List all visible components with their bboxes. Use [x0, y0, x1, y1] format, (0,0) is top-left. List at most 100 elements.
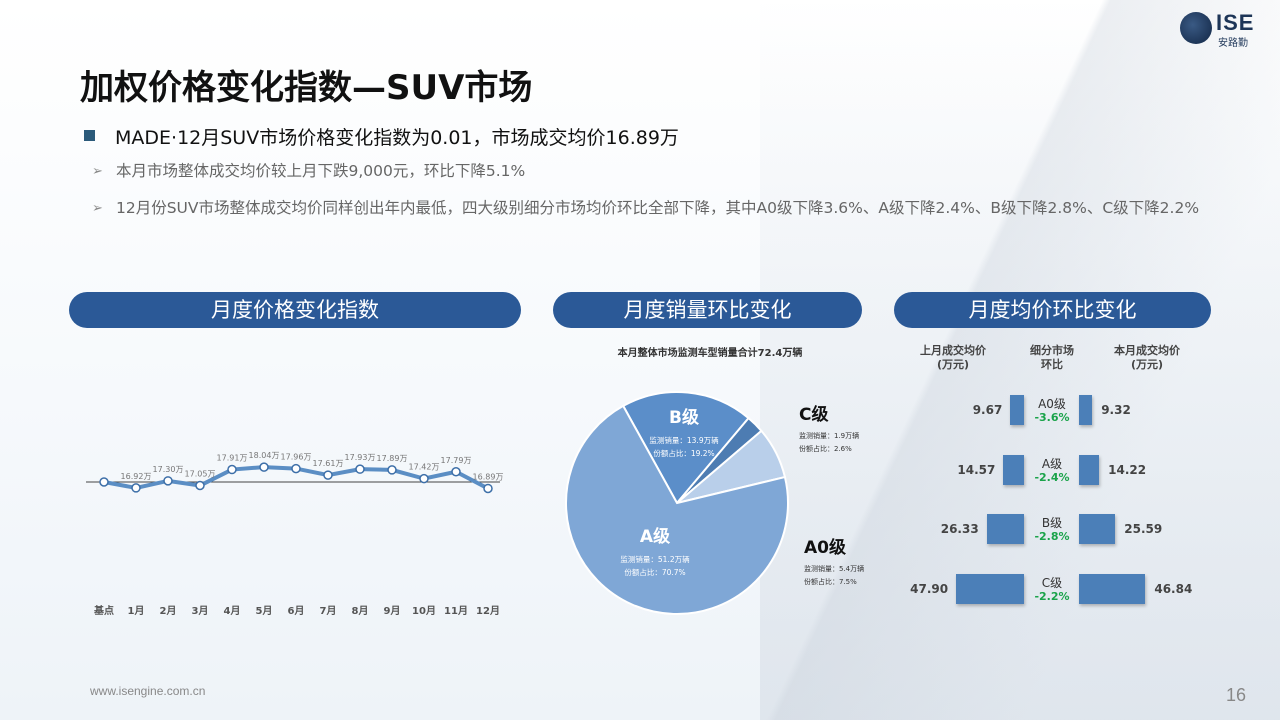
x-tick-label: 1月: [128, 605, 145, 617]
prev-price-value: 47.90: [910, 582, 949, 596]
x-tick-label: 基点: [93, 604, 114, 617]
curr-price-value: 46.84: [1154, 582, 1193, 596]
curr-price-bar: [1079, 455, 1100, 485]
segment-change: -2.4%: [1034, 471, 1070, 484]
curr-price-bar: [1079, 574, 1146, 604]
page-title: 加权价格变化指数—SUV市场: [80, 68, 533, 108]
data-label: 17.30万: [153, 465, 184, 474]
data-label: 16.89万: [473, 472, 504, 481]
segment-change: -2.2%: [1034, 590, 1070, 603]
bullet-arrow-icon: ➢: [92, 164, 103, 179]
price-index-line-chart: 基点 16.92万 1月 17.30万 2月 17.05万 3月 17.91万 4月 18.04万…: [86, 451, 504, 617]
footer-url[interactable]: www.isengine.com.cn: [90, 684, 206, 698]
sales-share-pie-chart: 本月整体市场监测车型销量合计72.4万辆 B级监测销量：13.9万辆份额占比：1…: [565, 346, 864, 615]
avg-price-comparison: 上月成交均价 (万元) 细分市场 环比 本月成交均价 (万元) 9.67 9.32 A0级…: [896, 336, 1212, 626]
data-label: 17.42万: [409, 463, 440, 472]
x-tick-label: 4月: [224, 605, 241, 617]
slice-volume-C: 监测销量：1.9万辆: [799, 431, 859, 440]
data-point: [163, 476, 173, 486]
data-label: 17.96万: [281, 453, 312, 462]
prev-price-bar: [956, 574, 1024, 604]
avg-row: 47.90 46.84 C级 -2.2%: [896, 574, 1212, 614]
pie-slice-A级: [565, 404, 789, 615]
curr-price-bar: [1079, 514, 1116, 544]
curr-price-value: 25.59: [1124, 522, 1163, 536]
segment-change: -3.6%: [1034, 411, 1070, 424]
slice-volume-A: 监测销量：51.2万辆: [620, 554, 690, 564]
slice-share-A0: 份额占比：7.5%: [804, 577, 857, 586]
pie-slice-B级: [621, 391, 750, 505]
data-label: 17.05万: [185, 470, 216, 479]
logo-subtext: 安路勤: [1218, 38, 1248, 49]
data-point: [131, 483, 141, 493]
slice-label-B: B级: [669, 407, 699, 428]
slice-share-A: 份额占比：70.7%: [624, 567, 685, 577]
slice-label-A0: A0级: [804, 537, 846, 558]
prev-price-bar: [1010, 395, 1024, 425]
data-point: [323, 470, 333, 480]
data-point: [227, 464, 237, 475]
x-tick-label: 6月: [288, 605, 305, 617]
header-curr-price: 本月成交均价 (万元): [1114, 344, 1180, 371]
header-prev-price: 上月成交均价 (万元): [920, 344, 986, 371]
x-tick-label: 5月: [256, 605, 273, 617]
x-tick-label: 12月: [476, 605, 500, 617]
company-logo: ISE 安路勤: [1180, 10, 1260, 49]
data-point: [451, 467, 461, 477]
pie-chart-title: 本月整体市场监测车型销量合计72.4万辆: [618, 346, 803, 359]
bullet-1: 本月市场整体成交均价较上月下跌9,000元，环比下降5.1%: [116, 162, 526, 180]
slice-share-C: 份额占比：2.6%: [799, 444, 852, 453]
slice-volume-B: 监测销量：13.9万辆: [649, 435, 719, 445]
x-tick-label: 2月: [160, 605, 177, 617]
x-tick-label: 7月: [320, 605, 337, 617]
segment-label: B级: [1041, 516, 1063, 530]
data-label: 17.61万: [313, 459, 344, 468]
avg-row: 14.57 14.22 A级 -2.4%: [896, 455, 1212, 495]
avg-row: 9.67 9.32 A0级 -3.6%: [896, 395, 1212, 435]
data-point: [259, 462, 269, 472]
data-label: 18.04万: [249, 451, 280, 460]
avg-row: 26.33 25.59 B级 -2.8%: [896, 514, 1212, 554]
segment-label: A级: [1041, 457, 1063, 471]
segment-change: -2.8%: [1034, 530, 1070, 543]
data-label: 17.91万: [217, 454, 248, 463]
slice-share-B: 份额占比：19.2%: [653, 448, 714, 458]
prev-price-value: 9.67: [972, 403, 1003, 417]
page-number: 16: [1226, 685, 1247, 705]
data-label: 17.89万: [377, 454, 408, 463]
x-tick-label: 8月: [352, 605, 369, 617]
section-price-index: 月度价格变化指数: [69, 292, 521, 328]
data-point: [355, 464, 365, 474]
data-point: [419, 473, 429, 484]
section-sales-mom: 月度销量环比变化: [553, 292, 862, 328]
segment-label: A0级: [1038, 397, 1066, 411]
bullet-2: 12月份SUV市场整体成交均价同样创出年内最低，四大级别细分市场均价环比全部下降…: [116, 199, 1200, 217]
data-point: [99, 477, 109, 487]
data-label: 17.79万: [441, 456, 472, 465]
segment-label: C级: [1041, 576, 1063, 590]
headline: MADE·12月SUV市场价格变化指数为0.01，市场成交均价16.89万: [115, 127, 679, 149]
header-segment-mom: 细分市场 环比: [1030, 344, 1074, 371]
curr-price-bar: [1079, 395, 1093, 425]
data-point: [483, 483, 493, 494]
data-label: 17.93万: [345, 453, 376, 462]
data-point: [195, 480, 205, 491]
curr-price-value: 9.32: [1101, 403, 1131, 417]
data-label: 16.92万: [121, 472, 152, 481]
headline-square-icon: [84, 130, 95, 141]
slice-volume-A0: 监测销量：5.4万辆: [804, 564, 864, 573]
bullet-arrow-icon: ➢: [92, 201, 103, 216]
slice-label-A: A级: [640, 526, 670, 547]
x-tick-label: 10月: [412, 605, 436, 617]
curr-price-value: 14.22: [1108, 463, 1147, 477]
prev-price-value: 26.33: [940, 522, 979, 536]
x-tick-label: 11月: [444, 605, 468, 617]
data-point: [291, 463, 301, 474]
slice-label-C: C级: [799, 404, 828, 425]
prev-price-bar: [1003, 455, 1024, 485]
logo-text: ISE: [1216, 10, 1255, 35]
section-avg-price-mom: 月度均价环比变化: [894, 292, 1211, 328]
x-tick-label: 3月: [192, 605, 209, 617]
logo-emblem-icon: [1180, 12, 1212, 44]
prev-price-bar: [986, 514, 1024, 544]
